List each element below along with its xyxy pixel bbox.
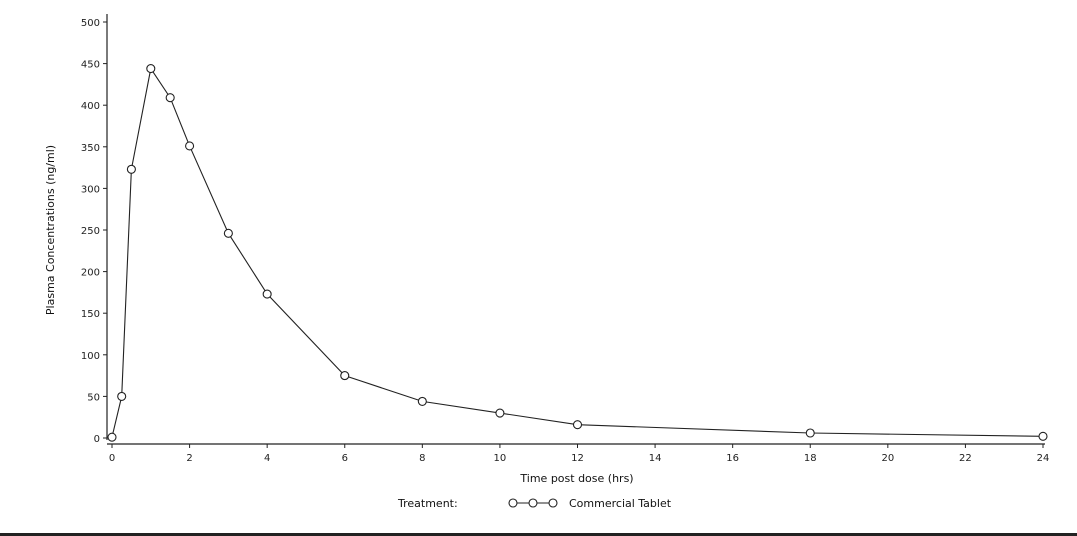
data-point <box>107 432 117 442</box>
data-point <box>262 289 272 299</box>
x-tick-label: 20 <box>881 453 894 464</box>
x-tick-label: 12 <box>571 453 584 464</box>
y-tick-label: 100 <box>81 351 100 362</box>
data-point <box>1038 431 1048 441</box>
x-tick-label: 4 <box>264 453 270 464</box>
legend-swatch <box>508 498 558 508</box>
series-line <box>111 67 1044 438</box>
y-tick-label: 350 <box>81 143 100 154</box>
data-point <box>126 164 136 174</box>
legend: Treatment: Commercial Tablet <box>397 497 672 510</box>
y-tick-label: 50 <box>87 392 100 403</box>
x-tick-label: 24 <box>1037 453 1050 464</box>
y-tick-label: 400 <box>81 101 100 112</box>
x-tick-label: 0 <box>109 453 115 464</box>
x-tick-label: 22 <box>959 453 972 464</box>
y-tick-label: 450 <box>81 60 100 71</box>
data-point <box>117 391 127 401</box>
series-layer <box>107 64 1048 442</box>
y-tick-label: 500 <box>81 18 100 29</box>
x-ticks: 0 2 4 6 8 10 12 14 16 18 20 22 24 <box>109 444 1050 464</box>
data-point <box>165 93 175 103</box>
legend-title: Treatment: <box>397 497 458 510</box>
legend-swatch-marker <box>508 498 518 508</box>
data-point <box>572 420 583 430</box>
x-tick-label: 2 <box>186 453 192 464</box>
y-axis-title: Plasma Concentrations (ng/ml) <box>44 145 57 315</box>
data-point <box>417 396 427 406</box>
y-tick-label: 200 <box>81 268 100 279</box>
axes <box>106 14 1045 445</box>
data-point <box>185 141 195 151</box>
x-axis-title: Time post dose (hrs) <box>519 472 633 485</box>
y-tick-label: 0 <box>94 434 100 445</box>
y-ticks: 0 50 100 150 200 250 300 350 400 450 500 <box>81 18 107 445</box>
x-tick-label: 16 <box>726 453 739 464</box>
legend-series-label: Commercial Tablet <box>569 497 672 510</box>
legend-swatch-marker <box>528 498 538 508</box>
y-tick-label: 250 <box>81 226 100 237</box>
data-point <box>223 228 233 238</box>
data-point <box>805 428 815 438</box>
data-point <box>340 371 350 381</box>
x-tick-label: 14 <box>649 453 662 464</box>
bottom-rule <box>0 533 1077 536</box>
legend-swatch-marker <box>548 498 558 508</box>
y-tick-label: 300 <box>81 184 100 195</box>
data-point <box>146 64 156 74</box>
y-tick-label: 150 <box>81 309 100 320</box>
x-tick-label: 10 <box>494 453 507 464</box>
x-tick-label: 6 <box>342 453 348 464</box>
x-tick-label: 18 <box>804 453 817 464</box>
data-point <box>495 408 505 418</box>
x-tick-label: 8 <box>419 453 425 464</box>
